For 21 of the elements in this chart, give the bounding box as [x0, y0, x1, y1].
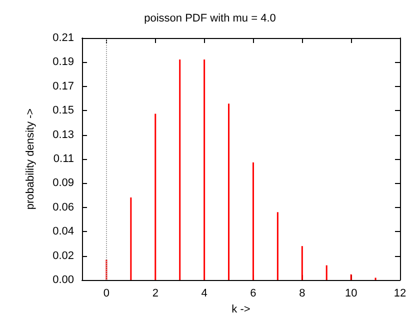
y-tick-label: 0.00	[52, 274, 74, 286]
x-tick-label: 6	[250, 288, 256, 300]
y-tick-label: 0.17	[52, 80, 74, 92]
x-tick-label: 12	[394, 288, 406, 300]
x-tick-label: 0	[103, 288, 110, 300]
y-tick-label: 0.13	[52, 128, 74, 141]
y-tick-label: 0.21	[52, 32, 74, 44]
y-tick-label: 0.09	[52, 177, 74, 190]
x-axis-title: k ->	[232, 303, 250, 316]
x-tick-label: 8	[299, 288, 306, 300]
y-tick-label: 0.11	[53, 153, 74, 165]
y-axis-title: probability density ->	[24, 108, 36, 210]
y-tick-label: 0.15	[52, 104, 74, 117]
y-tick-label: 0.19	[52, 56, 74, 68]
x-tick-label: 10	[344, 288, 358, 300]
y-tick-label: 0.02	[52, 250, 74, 262]
y-tick-label: 0.06	[52, 201, 74, 214]
chart-title: poisson PDF with mu = 4.0	[144, 12, 276, 24]
y-tick-label: 0.04	[52, 226, 74, 238]
x-tick-label: 2	[152, 288, 158, 300]
x-tick-label: 4	[201, 288, 208, 300]
